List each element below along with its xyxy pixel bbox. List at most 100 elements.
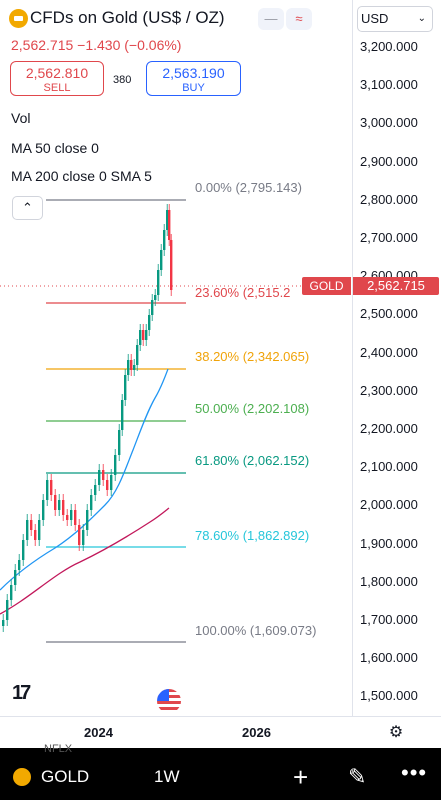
candle-body — [62, 500, 65, 515]
price-tick: 2,000.000 — [360, 497, 418, 513]
currency-select[interactable]: USD ⌄ — [357, 6, 433, 32]
price-tick: 2,700.000 — [360, 230, 418, 245]
candle-body — [66, 515, 69, 520]
collapse-indicators-button[interactable]: ⌃ — [12, 196, 43, 220]
candle-body — [170, 240, 173, 290]
candle-body — [139, 330, 142, 345]
candle-body — [18, 560, 21, 570]
chart-canvas[interactable] — [0, 0, 352, 716]
price-tick: 1,700.000 — [360, 612, 418, 627]
candle-body — [74, 510, 77, 525]
ghost-text-top: NFLX — [44, 743, 73, 755]
fib-label-50: 50.00% (2,202.108) — [195, 401, 310, 416]
candle-body — [151, 300, 154, 315]
time-tick-2026: 2026 — [242, 725, 271, 740]
time-tick-2024: 2024 — [84, 725, 113, 740]
candlestick-series — [2, 204, 173, 632]
price-tick: 2,800.000 — [360, 191, 418, 207]
price-tick: 1,600.000 — [360, 650, 418, 666]
spread-value: 380 — [113, 74, 132, 86]
candle-body — [102, 470, 105, 480]
candle-body — [145, 330, 148, 340]
candle-body — [124, 375, 127, 400]
candle-body — [22, 540, 25, 560]
price-tick: 1,800.000 — [360, 573, 418, 589]
candle-body — [70, 510, 73, 520]
candle-body — [50, 480, 53, 495]
candle-body — [30, 520, 33, 530]
fib-label-78: 78.60% (1,862.892) — [195, 528, 310, 543]
candle-body — [78, 525, 81, 545]
price-tick: 2,300.000 — [360, 382, 418, 398]
price-tick: 3,000.000 — [360, 115, 418, 131]
candle-body — [127, 360, 130, 375]
price-tick: 1,900.000 — [360, 535, 418, 551]
sell-label: SELL — [43, 82, 71, 94]
price-tick: 2,900.000 — [360, 153, 418, 169]
more-icon[interactable]: ••• — [401, 760, 428, 785]
candle-body — [157, 270, 160, 295]
symbol-button[interactable]: GOLD — [41, 767, 90, 786]
price-change-line: 2,562.715 −1.430 (−0.06%) — [11, 37, 182, 53]
candle-body — [136, 345, 139, 365]
candle-body — [163, 230, 166, 250]
gear-icon[interactable]: ⚙ — [388, 724, 404, 741]
us-flag-icon[interactable] — [157, 689, 181, 713]
price-tick: 1,500.000 — [360, 688, 418, 704]
sell-button[interactable]: 2,562.810 SELL — [10, 61, 104, 96]
sell-price: 2,562.810 — [25, 65, 89, 81]
price-tick: 2,500.000 — [360, 306, 418, 322]
ma50-line — [0, 368, 169, 591]
plus-icon[interactable]: + — [293, 762, 309, 792]
symbol-price-tag: GOLD — [302, 277, 351, 295]
price-tick: 2,200.000 — [360, 421, 418, 436]
wave-icon[interactable]: ≈ — [286, 8, 312, 30]
candle-body — [148, 315, 151, 330]
symbol-title[interactable]: CFDs on Gold (US$ / OZ) — [30, 8, 225, 27]
price-tick: 3,100.000 — [360, 77, 418, 93]
candle-body — [94, 485, 97, 495]
candle-body — [54, 495, 57, 510]
buy-price: 2,563.190 — [162, 65, 225, 81]
candle-body — [58, 500, 61, 510]
time-axis-border — [0, 716, 441, 717]
fib-label-38: 38.20% (2,342.065) — [195, 349, 310, 364]
interval-button[interactable]: 1W — [154, 767, 180, 786]
chevron-up-icon: ⌃ — [22, 200, 33, 215]
indicator-vol[interactable]: Vol — [11, 110, 31, 126]
bottom-toolbar — [0, 748, 441, 800]
candle-body — [166, 210, 169, 230]
candle-body — [34, 530, 37, 540]
buy-button[interactable]: 2,563.190 BUY — [146, 61, 241, 96]
candle-body — [160, 250, 163, 270]
pen-icon[interactable]: ✎ — [348, 764, 367, 789]
current-price-tag: 2,562.715 — [353, 277, 439, 295]
candle-body — [86, 510, 89, 530]
indicator-ma200[interactable]: MA 200 close 0 SMA 5 — [11, 168, 152, 184]
fib-label-61: 61.80% (2,062.152) — [195, 453, 310, 468]
minus-icon[interactable]: — — [258, 8, 284, 30]
fib-label-23: 23.60% (2,515.2 — [195, 285, 291, 300]
candle-body — [46, 480, 49, 500]
tradingview-logo[interactable]: 17 — [12, 682, 31, 704]
candle-body — [10, 585, 13, 600]
fib-label-100: 100.00% (1,609.073) — [195, 623, 317, 638]
candle-body — [2, 620, 5, 626]
candle-body — [38, 520, 41, 540]
fib-label-0: 0.00% (2,795.143) — [195, 180, 302, 195]
price-tick: 2,100.000 — [360, 459, 418, 475]
chevron-down-icon: ⌄ — [417, 13, 426, 24]
ma200-line — [0, 507, 170, 615]
candle-body — [133, 365, 136, 370]
candle-body — [168, 210, 171, 240]
candle-body — [14, 570, 17, 585]
candle-body — [130, 360, 133, 370]
currency-value: USD — [361, 11, 389, 26]
price-tick: 3,200.000 — [360, 39, 418, 54]
candle-body — [118, 430, 121, 455]
indicator-ma50[interactable]: MA 50 close 0 — [11, 140, 99, 156]
buy-label: BUY — [182, 82, 205, 94]
candle-body — [98, 470, 101, 485]
price-tick: 2,400.000 — [360, 344, 418, 360]
candle-body — [142, 330, 145, 340]
